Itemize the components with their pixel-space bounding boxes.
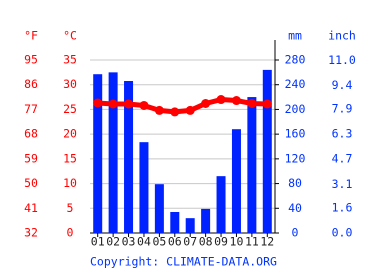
y2-tick-label: 120	[285, 151, 306, 165]
yf-tick-label: 41	[24, 201, 38, 215]
y-tick-label: 30	[63, 77, 77, 91]
bar	[201, 208, 211, 233]
y-tick-label: 25	[63, 102, 77, 116]
y2-tick-label: 0	[292, 226, 299, 240]
yf-tick-label: 32	[24, 226, 38, 240]
yf-tick-label: 95	[24, 53, 38, 67]
axis-title-mm: mm	[288, 29, 302, 43]
y-tick-label: 15	[63, 151, 77, 165]
x-tick-label: 04	[137, 235, 151, 249]
y-tick-label: 0	[67, 226, 74, 240]
y2-tick-label: 200	[285, 102, 306, 116]
temperature-point	[108, 99, 118, 109]
x-tick-label: 02	[106, 235, 120, 249]
copyright: Copyright: CLIMATE-DATA.ORG	[90, 255, 277, 269]
temperature-point	[231, 96, 241, 106]
x-tick-label: 11	[245, 235, 259, 249]
temperature-line	[97, 97, 268, 115]
temperature-point	[124, 99, 134, 109]
bar	[139, 142, 149, 233]
y2in-tick-label: 0.0	[332, 226, 353, 240]
y-tick-label: 5	[67, 201, 74, 215]
y2in-tick-label: 3.1	[332, 177, 353, 191]
temperature-point	[93, 98, 103, 108]
y2-tick-label: 80	[288, 176, 302, 190]
bar	[216, 176, 226, 233]
yf-tick-label: 68	[24, 127, 38, 141]
y-tick-label: 10	[63, 176, 77, 190]
x-tick-label: 03	[122, 235, 136, 249]
bar	[262, 69, 272, 233]
y2in-tick-label: 6.3	[332, 127, 353, 141]
bar	[247, 97, 257, 233]
x-tick-label: 06	[168, 235, 182, 249]
y-tick-label: 35	[63, 53, 77, 67]
x-tick-label: 01	[91, 235, 105, 249]
yf-tick-label: 59	[24, 151, 38, 165]
temperature-point	[185, 105, 195, 115]
temperature-point	[247, 98, 257, 108]
temperature-point	[154, 105, 164, 115]
yf-tick-label: 86	[24, 77, 38, 91]
y-tick-label: 20	[63, 127, 77, 141]
yf-tick-label: 77	[24, 102, 38, 116]
y2-tick-label: 40	[288, 201, 302, 215]
yf-tick-label: 50	[24, 176, 38, 190]
temperature-point	[262, 99, 272, 109]
bar	[93, 74, 103, 233]
y2-tick-label: 160	[285, 127, 306, 141]
bar	[185, 218, 195, 233]
y2in-tick-label: 11.0	[328, 53, 356, 67]
y2in-tick-label: 4.7	[332, 152, 353, 166]
y2-tick-label: 280	[285, 53, 306, 67]
axis-title-c: °C	[63, 29, 77, 43]
y2-tick-label: 240	[285, 77, 306, 91]
axis-title-inch: inch	[328, 29, 356, 43]
bar	[170, 211, 180, 233]
x-tick-label: 07	[183, 235, 197, 249]
axis-title-f: °F	[24, 29, 38, 43]
x-tick-label: 12	[260, 235, 274, 249]
bar	[124, 81, 134, 233]
x-tick-label: 09	[214, 235, 228, 249]
bar	[154, 184, 164, 233]
temperature-point	[170, 107, 180, 117]
y2in-tick-label: 9.4	[332, 78, 353, 92]
y2in-tick-label: 7.9	[332, 102, 353, 116]
temperature-point	[201, 98, 211, 108]
x-tick-label: 10	[230, 235, 244, 249]
temperature-point	[139, 100, 149, 110]
x-tick-label: 08	[199, 235, 213, 249]
x-tick-label: 05	[152, 235, 166, 249]
y2in-tick-label: 1.6	[332, 200, 353, 214]
bar	[108, 72, 118, 233]
bar	[231, 129, 241, 233]
temperature-point	[216, 95, 226, 105]
